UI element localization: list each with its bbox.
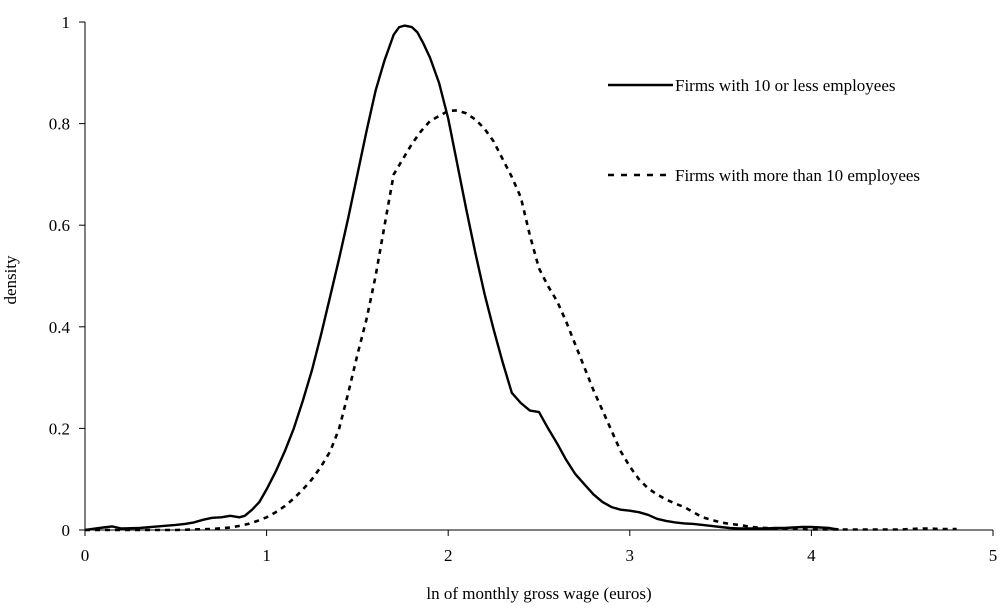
x-tick-label: 3 <box>626 546 635 565</box>
y-tick-label: 1 <box>62 13 71 32</box>
y-tick-label: 0.8 <box>49 115 70 134</box>
legend-label-1: Firms with 10 or less employees <box>675 76 896 95</box>
x-tick-label: 2 <box>444 546 453 565</box>
x-axis-title: ln of monthly gross wage (euros) <box>426 584 651 603</box>
legend: Firms with 10 or less employees Firms wit… <box>608 76 920 185</box>
y-tick-label: 0.4 <box>49 318 71 337</box>
series-lines <box>84 24 957 532</box>
y-tick-label: 0.6 <box>49 216 70 235</box>
y-tick-label: 0 <box>62 521 71 540</box>
series-line-1 <box>84 24 839 532</box>
y-axis-title: density <box>1 255 20 305</box>
x-tick-label: 5 <box>989 546 998 565</box>
x-tick-label: 4 <box>807 546 816 565</box>
series-line-2 <box>85 109 957 532</box>
tick-marks: 0 1 2 3 4 5 0 0.2 0.4 0.6 0.8 1 <box>49 13 998 565</box>
x-tick-label: 0 <box>81 546 90 565</box>
axes <box>84 22 993 531</box>
legend-label-2: Firms with more than 10 employees <box>675 166 920 185</box>
x-tick-label: 1 <box>262 546 271 565</box>
y-tick-label: 0.2 <box>49 419 70 438</box>
